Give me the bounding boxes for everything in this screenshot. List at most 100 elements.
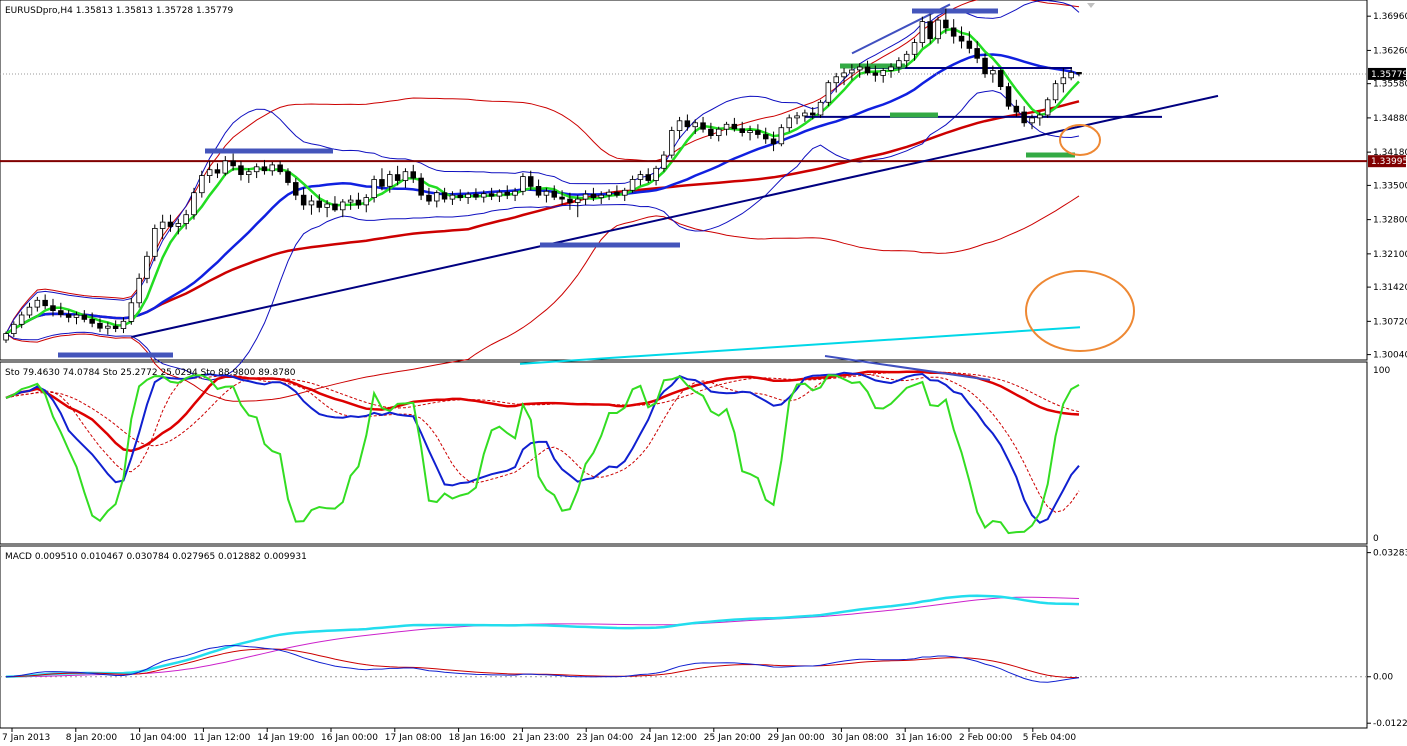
candle-body [144,255,150,279]
candle-body [214,169,221,174]
candle-body [167,221,174,227]
candle-body [731,123,738,130]
candle-body [339,201,346,211]
stoch-tick-label: 100 [1373,366,1390,376]
candle-body [841,72,847,78]
highlight-circle[interactable] [1025,270,1135,352]
candle-body [950,27,957,37]
price-tick-label: 1.32100 [1373,250,1407,260]
candle-body [1029,117,1035,124]
divergence-line[interactable] [824,355,991,381]
candle-body [582,193,589,200]
candle-body [175,223,182,227]
candle-body [347,199,354,203]
time-tick-label: 2 Feb 00:00 [959,733,1013,743]
candle-body [159,221,166,229]
candle-body [152,227,158,257]
candle-body [810,112,816,116]
candle-body [802,112,808,117]
candle-body [974,48,980,59]
candle-body [551,190,558,198]
candle-body [11,323,17,334]
candle-body [277,164,283,173]
time-tick-label: 30 Jan 08:00 [831,733,888,743]
candle-body [238,165,244,176]
candle-body [997,70,1004,88]
cyan-line[interactable] [519,326,1081,365]
candle-body [42,299,48,307]
highlight-circle[interactable] [1059,124,1101,156]
candle-body [1013,105,1020,113]
price-tick-label: 1.36260 [1373,46,1407,56]
candle-body [206,169,213,176]
candle-body [919,21,926,44]
candle-body [230,160,236,167]
candle-body [880,70,886,76]
macd-slow-line [5,594,1080,678]
candle-body [402,171,409,181]
bollinger-mid-line [5,53,1080,335]
candle-body [449,194,456,200]
candle-body [504,191,510,196]
candle-body [708,128,714,136]
candle-body [496,191,503,197]
candle-body [645,174,652,181]
candle-body [473,193,479,198]
time-tick-label: 29 Jan 00:00 [768,733,825,743]
candle-body [457,194,463,198]
candle-body [872,72,879,76]
candle-body [700,122,706,130]
time-tick-label: 21 Jan 23:00 [512,733,569,743]
current-price-tag [1368,67,1406,80]
candle-body [1037,114,1043,119]
candle-body [363,197,369,206]
candle-body [418,177,424,196]
time-tick-label: 16 Jan 00:00 [321,733,378,743]
candle-body [292,182,299,196]
candle-body [575,198,581,203]
level-price-label: 1.33995 [1371,157,1407,167]
candle-body [300,194,307,206]
candle-body [371,179,377,199]
candle-body [794,115,800,119]
candle-body [441,192,448,200]
price-tick-label: 1.34880 [1373,114,1407,124]
time-tick-label: 11 Jan 12:00 [193,733,250,743]
stochastic-header: Sto 79.4630 74.0784 Sto 25.2772 25.0294 … [5,368,296,378]
ohlc-label: 1.35813 1.35813 1.35728 1.35779 [76,6,234,16]
bollinger-upper-line [5,0,1080,334]
candle-body [379,179,385,187]
candle-body [120,320,127,329]
candle-body [661,154,667,169]
candle-body [245,171,252,175]
price-tick-label: 1.33500 [1373,181,1407,191]
candle-body [676,120,683,132]
candle-body [316,200,322,208]
trendline[interactable] [131,94,1219,338]
shift-marker-icon[interactable] [1087,3,1095,8]
time-tick-label: 25 Jan 20:00 [704,733,761,743]
time-tick-label: 24 Jan 12:00 [640,733,697,743]
candle-body [684,120,691,128]
candle-body [199,175,205,194]
candle-body [128,302,135,322]
candle-body [105,325,111,329]
candle-body [535,185,542,196]
candle-body [3,333,9,341]
candle-body [1044,99,1051,116]
time-tick-label: 18 Jan 16:00 [449,733,506,743]
candle-body [394,174,401,181]
candle-body [786,117,793,129]
candle-body [739,128,746,133]
candle-body [285,171,291,183]
candle-body [386,174,393,187]
candle-body [778,127,785,145]
candle-body [410,171,416,179]
candle-body [755,130,761,135]
candle-body [896,60,902,68]
long-ma-line [5,100,1080,335]
macd-tick-label: 0.032836 [1373,549,1407,559]
candle-body [849,69,855,74]
candle-body [89,318,95,324]
